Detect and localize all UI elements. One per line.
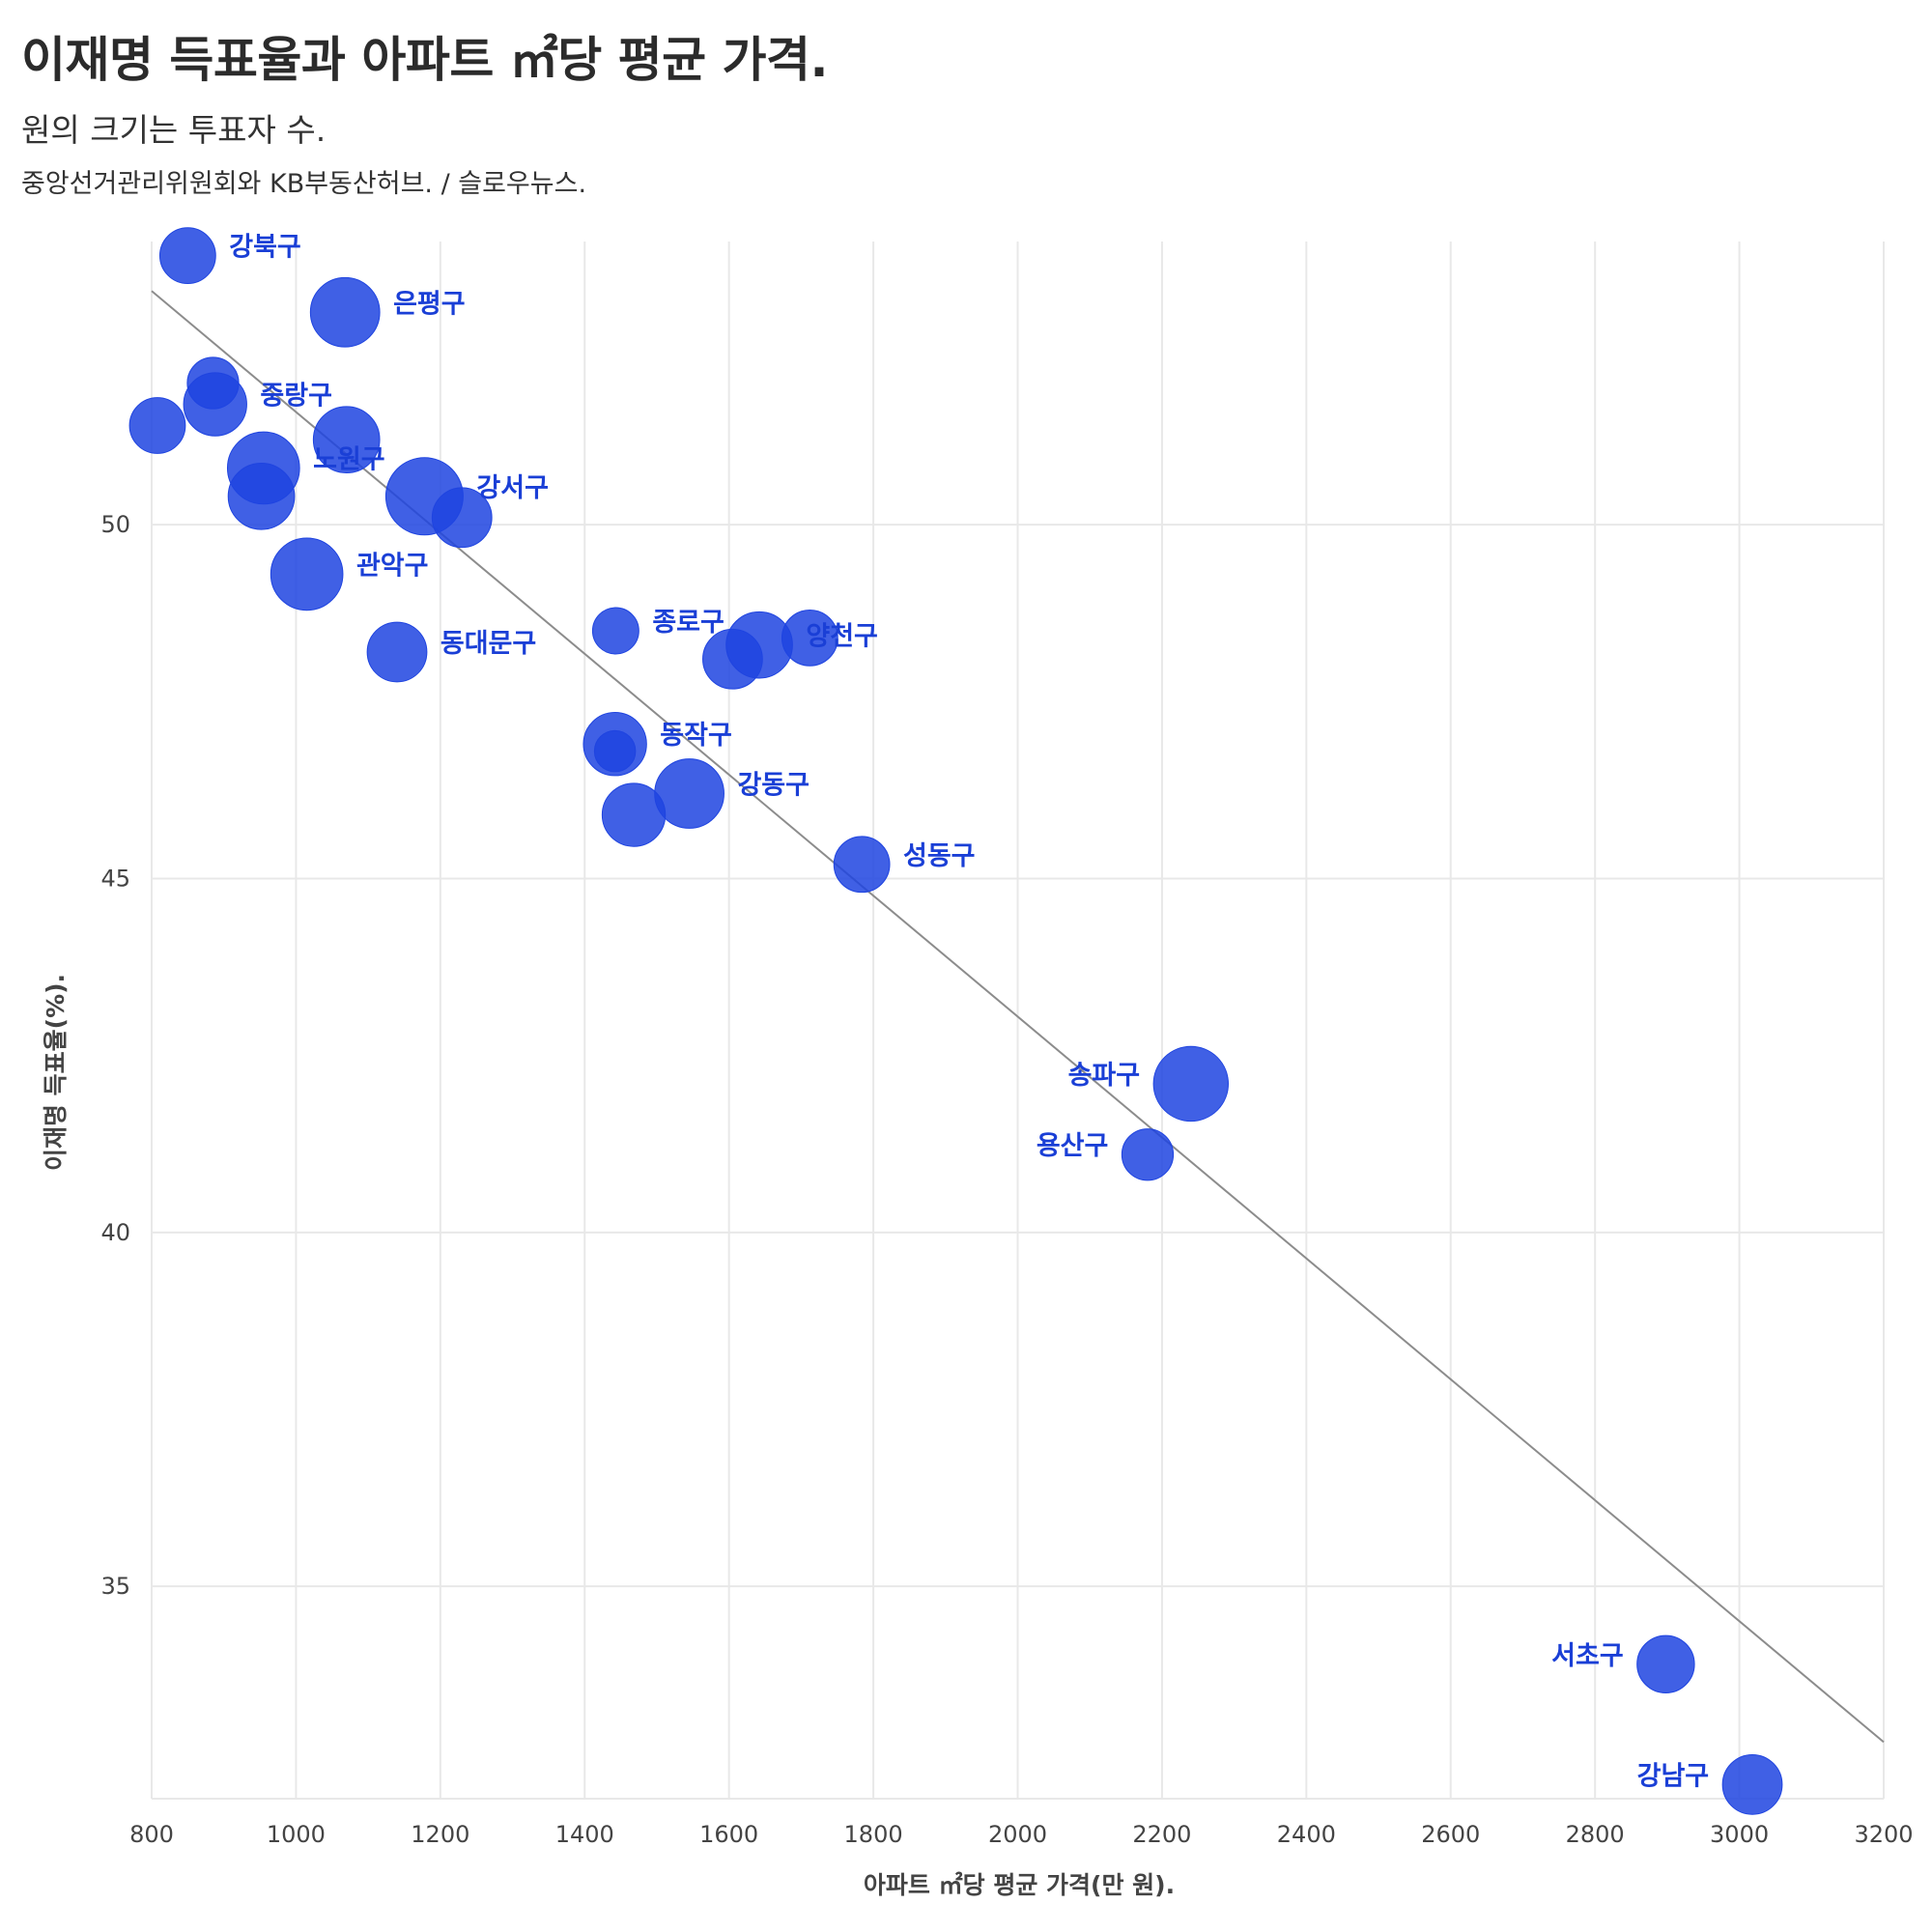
point-label: 종로구 — [652, 608, 724, 638]
point-label: 송파구 — [1068, 1061, 1141, 1091]
bubble-point — [431, 487, 493, 549]
bubble-point — [128, 397, 186, 454]
point-label: 강남구 — [1637, 1761, 1710, 1791]
y-tick-label: 40 — [100, 1219, 130, 1246]
chart-title: 이재명 득표율과 아파트 ㎡당 평균 가격. — [21, 32, 829, 88]
chart-source: 중앙선거관리위원회와 KB부동산허브. / 슬로우뉴스. — [21, 169, 587, 199]
bubble-point — [366, 621, 428, 683]
x-tick-label: 2400 — [1277, 1821, 1336, 1848]
x-tick-label: 2200 — [1132, 1821, 1191, 1848]
x-tick-label: 1800 — [844, 1821, 903, 1848]
y-tick-label: 45 — [100, 865, 130, 892]
point-label: 용산구 — [1037, 1131, 1109, 1161]
bubbles-group — [128, 227, 1783, 1815]
bubble-point — [158, 227, 216, 285]
x-tick-label: 2000 — [988, 1821, 1047, 1848]
tick-labels-group: 800 1000 1200 1400 1600 1800 2000 2200 2400 2600 2… — [100, 511, 1913, 1848]
bubble-point — [591, 607, 639, 655]
y-tick-label: 35 — [100, 1573, 130, 1600]
x-tick-label: 2800 — [1566, 1821, 1625, 1848]
point-label: 동대문구 — [440, 629, 536, 659]
x-tick-label: 3200 — [1854, 1821, 1913, 1848]
x-tick-label: 800 — [129, 1821, 174, 1848]
bubble-point — [833, 836, 891, 894]
bubble-point — [593, 729, 637, 773]
point-label: 강북구 — [229, 233, 301, 263]
y-tick-label: 50 — [100, 511, 130, 538]
y-axis-title: 이재명 득표율(%). — [42, 974, 70, 1171]
bubble-point — [309, 276, 381, 348]
point-label: 양천구 — [806, 622, 878, 652]
bubble-point — [1152, 1045, 1229, 1122]
bubble-point — [183, 372, 247, 437]
x-tick-label: 2600 — [1421, 1821, 1480, 1848]
x-axis-title: 아파트 ㎡당 평균 가격(만 원). — [864, 1871, 1175, 1899]
x-tick-label: 1000 — [267, 1821, 326, 1848]
point-label: 동작구 — [660, 721, 732, 751]
point-label: 중랑구 — [260, 382, 332, 412]
bubble-point — [1636, 1634, 1695, 1693]
point-label: 강서구 — [476, 473, 549, 503]
point-label: 서초구 — [1551, 1641, 1624, 1671]
bubble-point — [312, 406, 381, 473]
bubble-point — [227, 462, 296, 530]
bubble-point — [601, 782, 667, 847]
point-label: 관악구 — [356, 551, 429, 581]
point-label: 노원구 — [313, 444, 385, 474]
bubble-point — [270, 537, 344, 611]
x-tick-label: 1200 — [411, 1821, 469, 1848]
chart-subtitle: 원의 크기는 투표자 수. — [21, 111, 327, 149]
bubble-point — [725, 611, 793, 679]
bubble-point — [1721, 1753, 1783, 1815]
x-tick-label: 1600 — [699, 1821, 758, 1848]
x-tick-label: 1400 — [555, 1821, 614, 1848]
point-label: 성동구 — [903, 841, 976, 871]
bubble-point — [1121, 1128, 1175, 1181]
x-tick-label: 3000 — [1710, 1821, 1769, 1848]
point-label: 강동구 — [737, 771, 810, 801]
point-label: 은평구 — [393, 289, 466, 319]
